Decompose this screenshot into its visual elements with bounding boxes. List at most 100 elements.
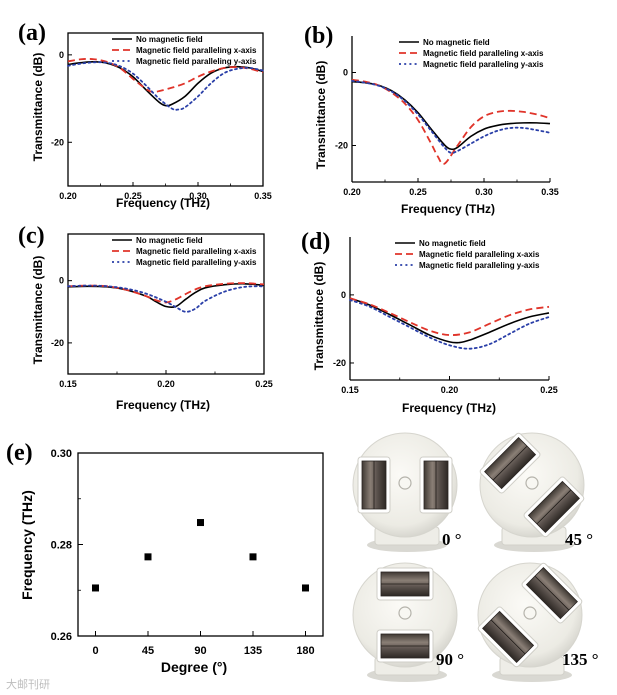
- panel-a: (a) 0.20 0.25 0.30 0.35 0 -20 No magnetic fiel…: [18, 20, 272, 210]
- panel-e-xtick-label: 135: [244, 645, 262, 657]
- panel-a-xtick-label: 0.20: [59, 191, 77, 201]
- panel-c-xlabel: Frequency (THz): [116, 398, 210, 412]
- panel-e: (e) 0 45 90 135 180 0.26 0.28 0.30 Degree (°) F…: [6, 440, 324, 675]
- panel-a-legend-label-1: Magnetic field paralleling x-axis: [136, 46, 257, 55]
- panel-e-data-point: [302, 584, 309, 592]
- panel-c-label: (c): [18, 223, 45, 249]
- panel-a-xlabel: Frequency (THz): [116, 196, 210, 210]
- panel-d-ytick-label: -20: [333, 358, 346, 368]
- panel-c-ylabel: Transmittance (dB): [31, 256, 45, 365]
- center-hole: [398, 476, 412, 490]
- panel-e-data-point: [197, 519, 204, 527]
- panel-e-data-point: [92, 584, 99, 592]
- panel-e-xtick-label: 45: [142, 645, 154, 657]
- panel-b-series-1-line: [351, 78, 551, 165]
- center-hole: [523, 606, 537, 620]
- panel-e-ytick-label: 0.28: [51, 540, 72, 552]
- panel-b-xtick-label: 0.30: [475, 187, 493, 197]
- panel-d-xlabel: Frequency (THz): [402, 401, 496, 415]
- panel-c: (c) 0.15 0.20 0.25 0 -20 No magnetic field Mag…: [18, 223, 273, 412]
- panel-c-xtick-label: 0.15: [59, 379, 77, 389]
- panel-b-xlabel: Frequency (THz): [401, 202, 495, 216]
- panel-b-ylabel: Transmittance (dB): [314, 61, 328, 170]
- panel-d-series-1-line: [349, 297, 550, 336]
- panel-d-series-2-line: [349, 299, 550, 350]
- panel-c-ytick-label: 0: [59, 276, 64, 286]
- panel-c-legend-label-1: Magnetic field paralleling x-axis: [136, 247, 257, 256]
- panel-c-series-2-line: [67, 284, 265, 313]
- watermark: 大邮刊研: [6, 678, 50, 691]
- photo-art: [477, 562, 583, 682]
- panel-a-label: (a): [18, 20, 46, 46]
- panel-e-xtick-label: 180: [296, 645, 314, 657]
- panel-d: (d) 0.15 0.20 0.25 0 -20 No magnetic field Mag…: [301, 229, 558, 415]
- panel-a-series-2-line: [67, 61, 264, 111]
- photo-135-degree: 135 °: [477, 562, 606, 692]
- photo-art: [352, 562, 458, 682]
- magnet-pair: [357, 456, 453, 514]
- panel-b-xtick-label: 0.35: [541, 187, 559, 197]
- magnet-pair: [477, 562, 583, 668]
- panel-b-ytick-label: 0: [343, 68, 348, 78]
- magnet-pair: [376, 567, 434, 663]
- plot-a: 0.20 0.25 0.30 0.35 0 -20 No magnetic field Mag…: [51, 32, 272, 201]
- panel-c-xtick-label: 0.20: [157, 379, 175, 389]
- panel-a-ylabel: Transmittance (dB): [31, 53, 45, 162]
- photo-45-degree: 45 °: [478, 428, 606, 558]
- panel-b-label: (b): [304, 23, 333, 49]
- panel-e-xtick-label: 0: [92, 645, 98, 657]
- panel-d-legend-label-1: Magnetic field paralleling x-axis: [419, 250, 540, 259]
- panel-e-xlabel: Degree (°): [161, 659, 227, 675]
- plot-e: 0 45 90 135 180 0.26 0.28 0.30: [51, 448, 324, 657]
- photo-135-angle-label: 135 °: [562, 650, 599, 669]
- panel-b-legend-label-0: No magnetic field: [423, 38, 490, 47]
- panel-e-xtick-label: 90: [194, 645, 206, 657]
- panel-e-label: (e): [6, 440, 33, 466]
- panel-d-legend-label-0: No magnetic field: [419, 239, 486, 248]
- panel-b: (b) 0.20 0.25 0.30 0.35 0 -20 No magnetic fiel…: [304, 23, 559, 216]
- panel-d-xtick-label: 0.25: [540, 385, 558, 395]
- panel-a-ytick-label: 0: [59, 50, 64, 60]
- panel-e-ytick-label: 0.26: [51, 631, 72, 643]
- panel-a-series-1-line: [67, 58, 264, 94]
- center-hole: [398, 606, 412, 620]
- panel-d-xtick-label: 0.20: [441, 385, 459, 395]
- panel-a-legend-label-2: Magnetic field paralleling y-axis: [136, 57, 257, 66]
- panel-e-data-point: [249, 553, 257, 561]
- panel-b-legend-label-2: Magnetic field paralleling y-axis: [423, 60, 544, 69]
- panel-d-series-0-line: [349, 297, 550, 344]
- panel-d-label: (d): [301, 229, 330, 255]
- magnet-seam: [492, 445, 528, 481]
- magnet-seam: [536, 489, 572, 525]
- panel-c-series-0-line: [67, 282, 265, 309]
- panel-b-xtick-label: 0.25: [409, 187, 427, 197]
- panel-c-legend-label-0: No magnetic field: [136, 236, 203, 245]
- panel-e-data-point: [144, 553, 152, 561]
- photo-90-angle-label: 90 °: [436, 650, 464, 669]
- panel-d-ytick-label: 0: [341, 290, 346, 300]
- photo-0-angle-label: 0 °: [442, 530, 462, 549]
- panel-d-xtick-label: 0.15: [341, 385, 359, 395]
- photo-0-degree: 0 °: [351, 428, 476, 558]
- panel-d-legend-label-2: Magnetic field paralleling y-axis: [419, 261, 540, 270]
- panel-a-xtick-label: 0.35: [254, 191, 272, 201]
- panel-c-series-1-line: [67, 282, 265, 304]
- plot-c: 0.15 0.20 0.25 0 -20 No magnetic field Magneti…: [51, 233, 273, 389]
- panel-c-ytick-label: -20: [51, 338, 64, 348]
- panel-d-ylabel: Transmittance (dB): [312, 262, 326, 371]
- panel-e-ylabel: Frequency (THz): [19, 490, 35, 600]
- magnet-seam: [534, 575, 570, 611]
- panel-e-frame: [77, 452, 324, 637]
- panel-c-xtick-label: 0.25: [255, 379, 273, 389]
- panel-e-ytick-label: 0.30: [51, 448, 72, 460]
- panel-b-ytick-label: -20: [335, 141, 348, 151]
- panel-b-series-0-line: [351, 80, 551, 151]
- photo-45-angle-label: 45 °: [565, 530, 593, 549]
- panel-a-xtick-label: 0.30: [189, 191, 207, 201]
- panel-a-legend-label-0: No magnetic field: [136, 35, 203, 44]
- panel-b-legend-label-1: Magnetic field paralleling x-axis: [423, 49, 544, 58]
- panel-b-series-2-line: [351, 79, 551, 154]
- panel-b-xtick-label: 0.20: [343, 187, 361, 197]
- magnet-seam: [490, 619, 526, 655]
